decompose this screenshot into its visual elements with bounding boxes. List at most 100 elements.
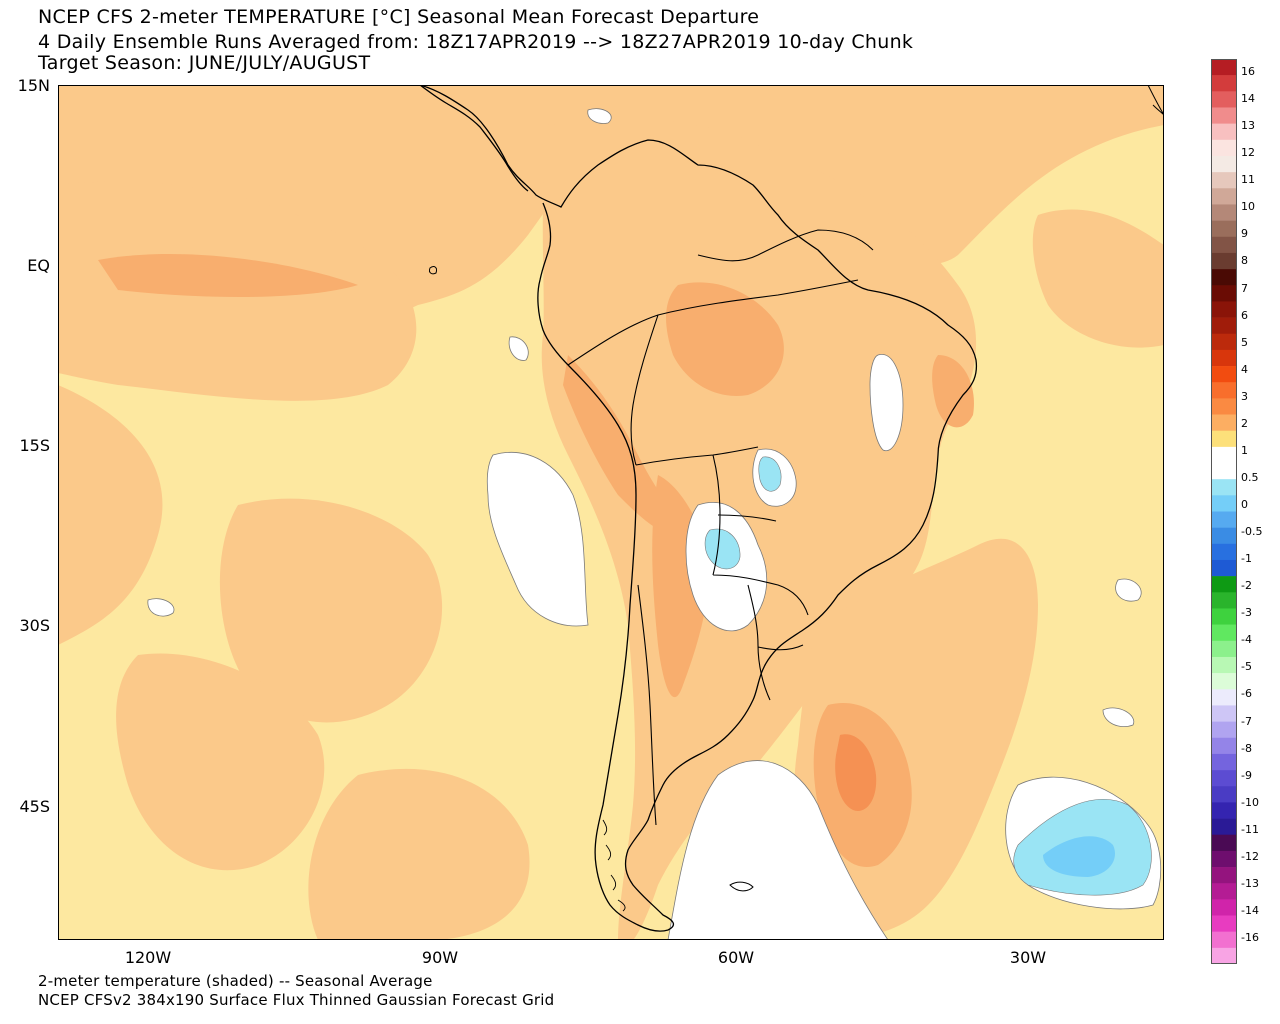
colorbar-swatch bbox=[1211, 802, 1237, 819]
colorbar-label: -9 bbox=[1241, 768, 1252, 782]
central-america-coastline bbox=[419, 85, 529, 192]
colorbar-label: 6 bbox=[1241, 308, 1248, 322]
galapagos-islands bbox=[429, 266, 437, 275]
colorbar-swatch bbox=[1211, 382, 1237, 399]
colorbar-swatch bbox=[1211, 624, 1237, 642]
colorbar-swatch bbox=[1211, 543, 1237, 561]
anomaly-neutral-pacific-patch bbox=[486, 452, 589, 627]
colorbar-swatch bbox=[1211, 786, 1237, 803]
colorbar-swatch bbox=[1211, 414, 1237, 431]
colorbar-label: 2 bbox=[1241, 416, 1248, 430]
colorbar-label: 4 bbox=[1241, 362, 1248, 376]
anomaly-neutral-small-patch-a bbox=[147, 598, 175, 617]
colorbar-label: -1 bbox=[1241, 552, 1252, 566]
colorbar-swatch bbox=[1211, 269, 1237, 286]
falkland-islands bbox=[729, 881, 754, 892]
colorbar-label: 0 bbox=[1241, 498, 1248, 511]
colorbar-border bbox=[1211, 59, 1237, 964]
colorbar-label: -12 bbox=[1241, 849, 1259, 863]
footer-line-1: 2-meter temperature (shaded) -- Seasonal… bbox=[38, 972, 433, 990]
anomaly-neutral-south-ocean-patch bbox=[667, 760, 889, 940]
colorbar-label: 11 bbox=[1241, 173, 1255, 187]
colorbar-swatch bbox=[1211, 640, 1237, 658]
colorbar-swatch bbox=[1211, 559, 1237, 577]
colorbar bbox=[1211, 59, 1237, 964]
anomaly-zone-southwest-pacific bbox=[116, 653, 325, 871]
anomaly-warm-streak-pacific bbox=[98, 254, 358, 297]
colorbar-swatch bbox=[1211, 252, 1237, 270]
colorbar-swatch bbox=[1211, 366, 1237, 383]
country-borders bbox=[567, 229, 874, 826]
colorbar-label: -11 bbox=[1241, 822, 1259, 836]
colorbar-swatch bbox=[1211, 155, 1237, 173]
colorbar-label: -14 bbox=[1241, 903, 1259, 917]
colorbar-swatch bbox=[1211, 139, 1237, 157]
colorbar-swatch bbox=[1211, 301, 1237, 318]
title-line-3: Target Season: JUNE/JULY/AUGUST bbox=[38, 52, 371, 74]
colorbar-swatch bbox=[1211, 915, 1237, 932]
colorbar-label: 16 bbox=[1241, 65, 1255, 78]
colorbar-swatch bbox=[1211, 656, 1237, 674]
lon-label-30w: 30W bbox=[1009, 948, 1047, 967]
anomaly-warm-core-atlantic bbox=[835, 734, 877, 811]
colorbar-swatch bbox=[1211, 834, 1237, 852]
colorbar-label: 7 bbox=[1241, 281, 1248, 295]
anomaly-neutral-bahia-patch bbox=[869, 354, 904, 452]
lon-label-120w: 120W bbox=[124, 948, 172, 967]
colorbar-swatch bbox=[1211, 899, 1237, 916]
colorbar-swatch bbox=[1211, 398, 1237, 415]
colorbar-label: -3 bbox=[1241, 606, 1252, 620]
colorbar-label: -0.5 bbox=[1241, 525, 1263, 538]
colorbar-label: 1 bbox=[1241, 443, 1248, 457]
colorbar-swatch bbox=[1211, 349, 1237, 367]
anomaly-neutral-small-patch-c bbox=[1102, 707, 1135, 727]
colorbar-swatch bbox=[1211, 204, 1237, 221]
colorbar-label: 13 bbox=[1241, 119, 1255, 133]
colorbar-swatch bbox=[1211, 236, 1237, 254]
colorbar-swatch bbox=[1211, 59, 1237, 76]
colorbar-swatch bbox=[1211, 818, 1237, 836]
lon-label-90w: 90W bbox=[421, 948, 459, 967]
title-line-2: 4 Daily Ensemble Runs Averaged from: 18Z… bbox=[38, 31, 914, 53]
colorbar-swatch bbox=[1211, 770, 1237, 787]
colorbar-label: 0.5 bbox=[1241, 470, 1259, 484]
colorbar-swatch bbox=[1211, 883, 1237, 900]
colorbar-swatch bbox=[1211, 705, 1237, 722]
anomaly-zone-northeast-brazil bbox=[932, 355, 974, 428]
colorbar-swatch bbox=[1211, 673, 1237, 690]
colorbar-label: -7 bbox=[1241, 714, 1252, 728]
chile-fjords bbox=[602, 819, 626, 912]
colorbar-swatch bbox=[1211, 511, 1237, 528]
lat-label-eq: EQ bbox=[27, 256, 50, 275]
anomaly-zone-andes-north bbox=[563, 355, 678, 535]
colorbar-swatch bbox=[1211, 721, 1237, 739]
colorbar-swatch bbox=[1211, 285, 1237, 302]
colorbar-swatch bbox=[1211, 463, 1237, 480]
anomaly-cool-pantanal bbox=[758, 456, 782, 492]
colorbar-label: -6 bbox=[1241, 687, 1252, 701]
colorbar-swatch bbox=[1211, 430, 1237, 448]
colorbar-swatch bbox=[1211, 931, 1237, 949]
colorbar-swatch bbox=[1211, 107, 1237, 124]
colorbar-swatch bbox=[1211, 317, 1237, 335]
colorbar-swatch bbox=[1211, 576, 1237, 593]
colorbar-swatch bbox=[1211, 91, 1237, 108]
title-line-1: NCEP CFS 2-meter TEMPERATURE [°C] Season… bbox=[38, 6, 760, 28]
lat-label-15s: 15S bbox=[19, 436, 50, 455]
colorbar-label: 10 bbox=[1241, 200, 1255, 214]
colorbar-swatch bbox=[1211, 689, 1237, 706]
colorbar-swatch bbox=[1211, 850, 1237, 868]
anomaly-neutral-small-patch-d bbox=[587, 108, 612, 124]
colorbar-swatch bbox=[1211, 495, 1237, 512]
lat-label-15n: 15N bbox=[17, 76, 50, 95]
anomaly-zone-central-pacific bbox=[219, 498, 443, 723]
colorbar-label: 14 bbox=[1241, 92, 1255, 106]
temperature-anomaly-map bbox=[58, 85, 1164, 940]
colorbar-swatch bbox=[1211, 867, 1237, 884]
colorbar-swatch bbox=[1211, 947, 1237, 964]
colorbar-label: -8 bbox=[1241, 741, 1252, 755]
colorbar-swatch bbox=[1211, 75, 1237, 92]
colorbar-label: 8 bbox=[1241, 254, 1248, 268]
anomaly-zone-amazon bbox=[666, 282, 784, 396]
lat-label-30s: 30S bbox=[19, 616, 50, 635]
